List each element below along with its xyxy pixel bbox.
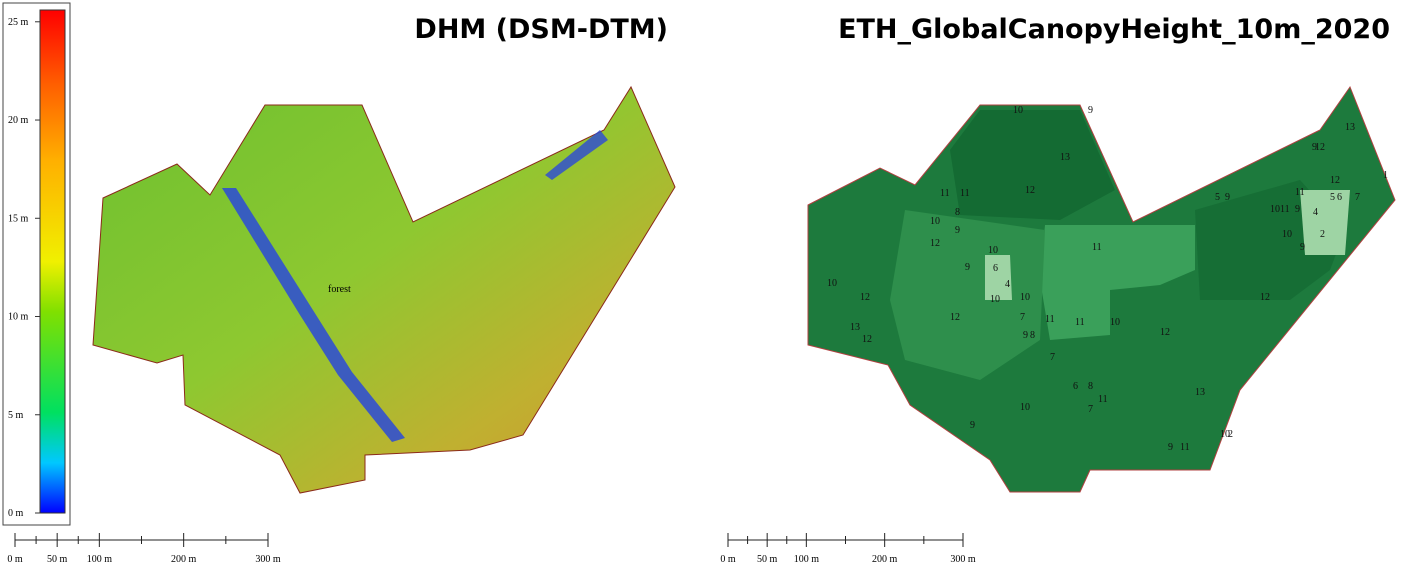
cell-label: 11 — [1280, 204, 1290, 215]
canopy-patch — [1040, 225, 1195, 340]
colorbar-label: 0 m — [8, 508, 24, 519]
scalebar-label: 300 m — [950, 554, 976, 565]
scalebar-label: 50 m — [47, 554, 68, 565]
cell-label: 8 — [955, 207, 960, 218]
cell-label: 7 — [1088, 404, 1093, 415]
cell-label: 12 — [950, 312, 960, 323]
scalebar-label: 0 m — [720, 554, 736, 565]
cell-label: 11 — [1092, 242, 1102, 253]
cell-label: 10 — [930, 216, 940, 227]
cell-label: 9 — [1023, 330, 1028, 341]
cell-label: 10 — [1282, 229, 1292, 240]
cell-label: 4 — [1005, 279, 1010, 290]
cell-label: 7 — [1020, 312, 1025, 323]
cell-label: 11 — [1045, 314, 1055, 325]
cell-label: 10 — [1110, 317, 1120, 328]
cell-label: 10 — [990, 294, 1000, 305]
colorbar-label: 15 m — [8, 213, 29, 224]
cell-label: 9 — [965, 262, 970, 273]
map-title: ETH_GlobalCanopyHeight_10m_2020 — [838, 14, 1390, 45]
cell-label: 1 — [1383, 170, 1388, 181]
cell-label: 12 — [1025, 185, 1035, 196]
cell-label: 9 — [1168, 442, 1173, 453]
dhm-area — [92, 85, 676, 494]
cell-label: 8 — [1088, 381, 1093, 392]
cell-label: 6 — [1337, 192, 1342, 203]
scalebar-label: 100 m — [87, 554, 113, 565]
cell-label: 10 — [1270, 204, 1280, 215]
map-title: DHM (DSM-DTM) — [414, 14, 668, 45]
cell-label: 10 — [1220, 429, 1230, 440]
cell-label: 12 — [1315, 142, 1325, 153]
cell-label: 11 — [940, 188, 950, 199]
cell-label: 9 — [1225, 192, 1230, 203]
cell-label: 11 — [1098, 394, 1108, 405]
cell-label: 11 — [1180, 442, 1190, 453]
canopy-patch — [1300, 190, 1350, 255]
river — [222, 188, 405, 442]
colorbar-label: 25 m — [8, 17, 29, 28]
cell-label: 10 — [1013, 105, 1023, 116]
colorbar-label: 10 m — [8, 312, 29, 323]
cell-label: 11 — [1075, 317, 1085, 328]
cell-label: 12 — [862, 334, 872, 345]
cell-label: 9 — [1088, 105, 1093, 116]
cell-label: 2 — [1320, 229, 1325, 240]
cell-label: 9 — [1295, 204, 1300, 215]
cell-label: 6 — [1073, 381, 1078, 392]
canopy-patch — [985, 255, 1012, 300]
scalebar-label: 100 m — [794, 554, 820, 565]
cell-label: 9 — [970, 420, 975, 431]
colorbar-label: 5 m — [8, 410, 24, 421]
cell-label: 10 — [1020, 402, 1030, 413]
cell-label: 10 — [827, 278, 837, 289]
canopy-patch — [890, 210, 1045, 380]
cell-label: 10 — [1020, 292, 1030, 303]
cell-label: 2 — [1228, 429, 1233, 440]
cell-label: 13 — [1195, 387, 1205, 398]
cell-label: 8 — [1030, 330, 1035, 341]
scalebar-label: 200 m — [171, 554, 197, 565]
cell-label: 13 — [850, 322, 860, 333]
cell-label: 7 — [1355, 192, 1360, 203]
scalebar-label: 200 m — [872, 554, 898, 565]
cell-label: 11 — [960, 188, 970, 199]
cell-label: 5 — [1330, 192, 1335, 203]
cell-label: 5 — [1215, 192, 1220, 203]
colorbar-frame — [2, 2, 71, 526]
cell-label: 12 — [860, 292, 870, 303]
cell-label: 7 — [1050, 352, 1055, 363]
cell-label: 6 — [993, 263, 998, 274]
cell-label: 12 — [930, 238, 940, 249]
cell-label: 11 — [1295, 187, 1305, 198]
canopy-patch — [950, 110, 1115, 220]
cell-label: 9 — [1312, 142, 1317, 153]
cell-label: 12 — [1260, 292, 1270, 303]
colorbar — [39, 9, 66, 514]
cell-label: 4 — [1313, 207, 1318, 218]
colorbar-label: 20 m — [8, 115, 29, 126]
cell-label: 12 — [1160, 327, 1170, 338]
cell-label: 13 — [1060, 152, 1070, 163]
cell-label: 10 — [988, 245, 998, 256]
map-label: forest — [328, 284, 351, 295]
cell-label: 12 — [1330, 175, 1340, 186]
channel — [545, 130, 608, 180]
scalebar-label: 300 m — [255, 554, 281, 565]
scalebar-label: 50 m — [757, 554, 778, 565]
cell-label: 13 — [1345, 122, 1355, 133]
cell-label: 9 — [1300, 242, 1305, 253]
scalebar-label: 0 m — [7, 554, 23, 565]
cell-label: 9 — [955, 225, 960, 236]
